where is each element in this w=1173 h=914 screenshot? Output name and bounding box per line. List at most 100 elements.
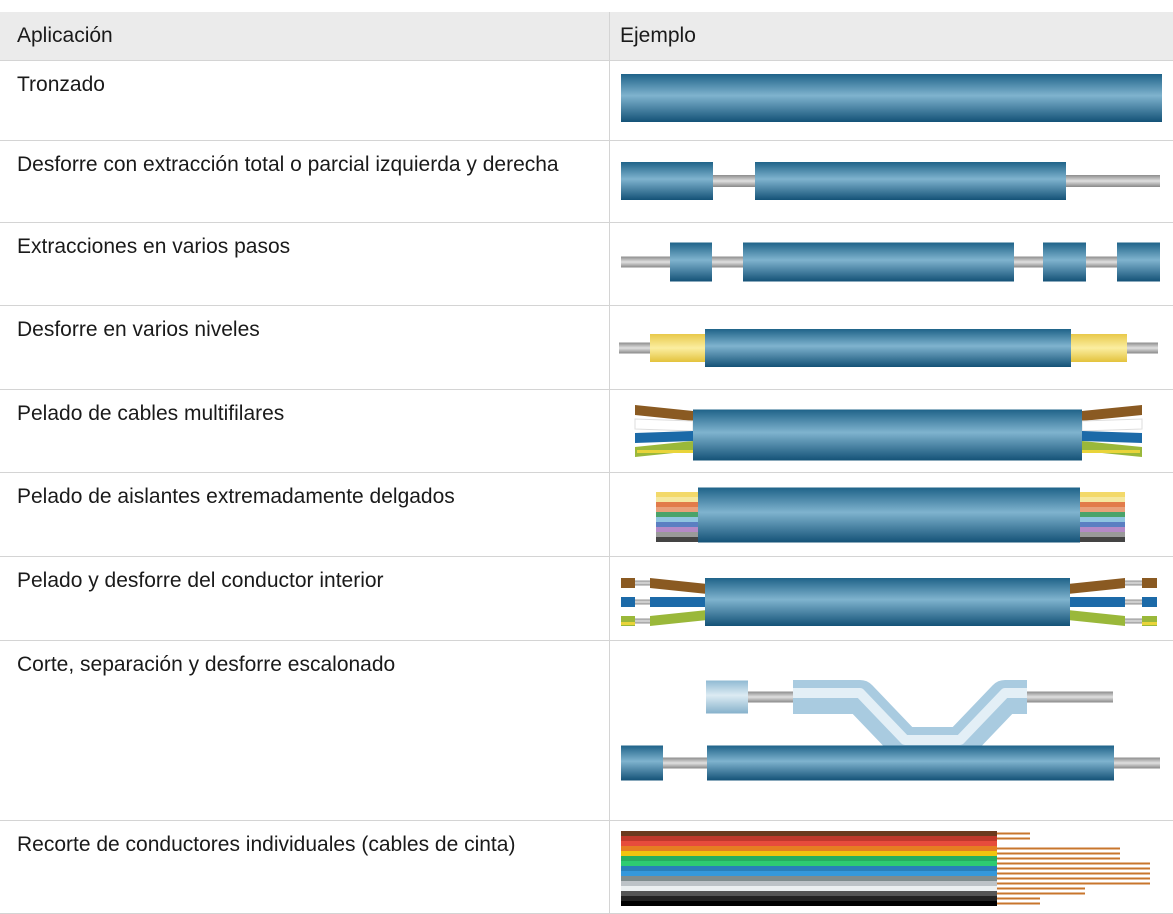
cable-part [755,162,1066,200]
cable-part [706,680,748,714]
cable-part [656,537,698,542]
cable-part [1066,175,1160,187]
cable-part [1081,418,1143,432]
row-line [0,389,1173,390]
cable-part [705,578,1070,626]
cable-part [656,512,698,517]
cable-part [997,867,1150,870]
cable-part [621,856,997,861]
cable-part [656,527,698,532]
cable-part [1142,616,1157,626]
cable-part [1070,610,1125,626]
cable-part [621,578,635,588]
cable-part [743,242,1014,282]
cable-part [1082,431,1142,443]
cable-part [997,897,1040,900]
cable-part [1117,242,1160,282]
cable-part [656,507,698,512]
row-line [0,640,1173,641]
cable-part [621,891,997,896]
cable-part [621,876,997,881]
cable-part [656,522,698,527]
cable-part [748,691,793,703]
cable-part [698,487,1080,543]
cable-part [1080,507,1125,512]
cable-part [621,836,997,841]
header-cell: Aplicación [17,24,113,47]
cable-part [621,896,997,901]
cable-part [621,622,635,625]
cable-part [621,162,713,200]
cable-part [1142,578,1157,588]
cable-part [1142,622,1157,625]
cable-part [1043,242,1086,282]
row-line [0,556,1173,557]
cable-part [650,578,705,594]
cable-part [621,841,997,846]
cable-part [656,532,698,537]
row-label: Pelado y desforre del conductor interior [17,569,384,592]
row-label: Corte, separación y desforre escalonado [17,653,396,676]
cable-part [997,887,1085,890]
cable-part [1070,597,1125,607]
cable-part [1082,441,1142,457]
cable-part [670,242,712,282]
row-label: Recorte de conductores individuales (cab… [17,833,516,856]
cable-part [997,862,1150,865]
header-cell: Ejemplo [620,24,696,47]
cable-part [621,846,997,851]
cable-part [1080,517,1125,522]
cable-part [713,175,755,187]
cable-part [707,745,1114,781]
cable-part [997,847,1120,850]
cable-part [1080,497,1125,502]
cable-part [635,580,650,586]
cable-part [635,405,693,421]
row-label: Pelado de aislantes extremadamente delga… [17,485,455,508]
cable-part [656,502,698,507]
cable-part [1125,580,1142,586]
cable-part [1027,691,1113,703]
cable-part [621,871,997,876]
column-divider [609,12,610,913]
cable-part [1125,618,1142,624]
cable-part [621,866,997,871]
cable-part [1080,532,1125,537]
row-label: Desforre en varios niveles [17,318,260,341]
row-label: Pelado de cables multifilares [17,402,285,425]
cable-part [621,881,997,886]
cable-part [635,599,650,605]
cable-part [1080,502,1125,507]
cable-part [656,497,698,502]
row-line [0,222,1173,223]
cable-part [621,745,663,781]
cable-part [1082,450,1140,453]
cable-part [621,851,997,856]
cable-part [635,618,650,624]
cable-part [997,882,1150,885]
cable-part [1080,512,1125,517]
cable-part [793,688,1027,745]
cable-part [997,902,1040,905]
cable-part [1125,599,1142,605]
row-line [0,820,1173,821]
cable-part [621,597,635,607]
cable-part [1142,597,1157,607]
cable-part [1070,578,1125,594]
cable-part [997,877,1150,880]
cable-part [637,450,693,453]
row-line [0,140,1173,141]
cable-part [997,832,1030,835]
cable-part [621,74,1162,122]
row-line [0,60,1173,61]
cable-part [997,857,1120,860]
cable-part [656,517,698,522]
cable-part [621,901,997,906]
cable-part [997,852,1120,855]
cable-part [621,616,635,626]
cable-part [997,837,1030,840]
cable-part [1082,405,1142,421]
cable-part [634,418,694,432]
cable-part [1080,492,1125,497]
